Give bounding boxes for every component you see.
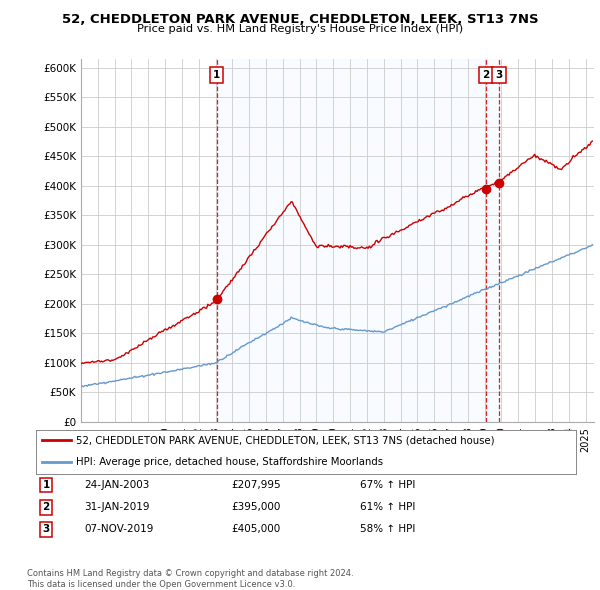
Text: £395,000: £395,000	[231, 503, 280, 512]
Text: 3: 3	[496, 70, 503, 80]
Text: 58% ↑ HPI: 58% ↑ HPI	[360, 525, 415, 534]
Text: 1: 1	[213, 70, 220, 80]
Text: 2: 2	[482, 70, 490, 80]
Text: Contains HM Land Registry data © Crown copyright and database right 2024.
This d: Contains HM Land Registry data © Crown c…	[27, 569, 353, 589]
Text: 24-JAN-2003: 24-JAN-2003	[84, 480, 149, 490]
Text: 3: 3	[43, 525, 50, 534]
Text: 1: 1	[43, 480, 50, 490]
Text: 52, CHEDDLETON PARK AVENUE, CHEDDLETON, LEEK, ST13 7NS (detached house): 52, CHEDDLETON PARK AVENUE, CHEDDLETON, …	[77, 435, 495, 445]
Text: Price paid vs. HM Land Registry's House Price Index (HPI): Price paid vs. HM Land Registry's House …	[137, 24, 463, 34]
Text: £405,000: £405,000	[231, 525, 280, 534]
Text: HPI: Average price, detached house, Staffordshire Moorlands: HPI: Average price, detached house, Staf…	[77, 457, 383, 467]
Text: 61% ↑ HPI: 61% ↑ HPI	[360, 503, 415, 512]
Text: 67% ↑ HPI: 67% ↑ HPI	[360, 480, 415, 490]
Text: 2: 2	[43, 503, 50, 512]
Text: £207,995: £207,995	[231, 480, 281, 490]
Text: 07-NOV-2019: 07-NOV-2019	[84, 525, 154, 534]
Text: 31-JAN-2019: 31-JAN-2019	[84, 503, 149, 512]
Bar	[217, 59, 499, 422]
Text: 52, CHEDDLETON PARK AVENUE, CHEDDLETON, LEEK, ST13 7NS: 52, CHEDDLETON PARK AVENUE, CHEDDLETON, …	[62, 13, 538, 26]
